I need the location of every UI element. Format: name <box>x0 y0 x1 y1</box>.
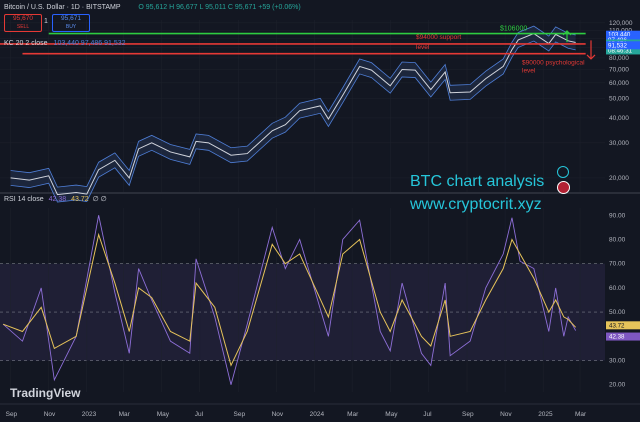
time-tick-label: 2023 <box>82 411 97 418</box>
time-tick-label: Nov <box>500 411 512 418</box>
rsi-ma-line <box>2 232 577 367</box>
rsi-tick-label: 50.00 <box>609 309 626 316</box>
rsi-tick-label: 30.00 <box>609 358 626 365</box>
rsi-tag-bg <box>606 332 640 341</box>
rsi-tick-label: 90.00 <box>609 212 626 219</box>
time-tick-label: Mar <box>575 411 587 418</box>
kc-legend[interactable]: KC 20 2 close 103,440 97,486 91,532 <box>4 40 126 47</box>
time-tick-label: May <box>385 411 398 418</box>
price-tick-label: 60,000 <box>609 80 629 87</box>
spread-value: 1 <box>44 18 48 25</box>
kc-label: KC 20 2 close <box>4 40 48 47</box>
price-tick-label: 70,000 <box>609 66 629 73</box>
price-tag-bg <box>606 46 640 55</box>
price-tick-label: 80,000 <box>609 55 629 62</box>
brand-name: TradingView <box>10 386 81 400</box>
replay-icon[interactable] <box>557 166 569 178</box>
price-tick-label: 50,000 <box>609 96 629 103</box>
ohlc-values: O 95,612 H 96,677 L 95,011 C 95,671 +59 … <box>138 4 301 11</box>
rsi-value: 42.38 <box>48 196 67 203</box>
keltner-fill <box>10 26 576 203</box>
rsi-tag: 42.38 <box>609 334 625 341</box>
sell-button[interactable]: 95,670 SELL <box>4 14 42 32</box>
time-tick-label: Sep <box>234 411 246 418</box>
price-tick-label: 120,000 <box>609 20 633 27</box>
rsi-extra: ∅ ∅ <box>92 196 107 203</box>
price-tag-bg <box>606 41 640 50</box>
rsi-ma-value: 43.72 <box>71 196 89 203</box>
symbol-title[interactable]: Bitcoin / U.S. Dollar · 1D · BITSTAMP O … <box>4 4 301 11</box>
level-label-94000: $94000 support <box>416 34 461 41</box>
sell-price: 95,670 <box>13 15 33 22</box>
rsi-label: RSI 14 close <box>4 196 44 203</box>
sell-label: SELL <box>16 24 30 30</box>
level-label-90000-cont: level <box>522 68 536 75</box>
price-tag-label: 08:46:31 <box>608 47 633 54</box>
time-tick-label: Nov <box>272 411 284 418</box>
rsi-tick-label: 70.00 <box>609 261 626 268</box>
kc-values: 103,440 97,486 91,532 <box>53 40 126 47</box>
price-tag-label: 91,532 <box>608 42 627 49</box>
buy-button[interactable]: 95,671 BUY <box>52 14 90 32</box>
down-arrow-head <box>586 54 596 60</box>
time-tick-label: 2025 <box>538 411 553 418</box>
time-tick-label: Sep <box>462 411 474 418</box>
keltner-upper-line <box>10 25 576 188</box>
price-tick-label: 20,000 <box>609 175 629 182</box>
level-label-90000: $90000 psychological <box>522 60 585 67</box>
price-tag-label: 103,440 <box>608 32 631 39</box>
rsi-ma-tag-bg <box>606 321 640 330</box>
rsi-tick-label: 80.00 <box>609 236 626 243</box>
rsi-legend[interactable]: RSI 14 close 42.38 43.72 ∅ ∅ <box>4 195 107 203</box>
flag-icon <box>557 181 570 194</box>
time-tick-label: Sep <box>6 411 18 418</box>
price-tick-label: 40,000 <box>609 115 629 122</box>
time-tick-label: Jul <box>423 411 432 418</box>
rsi-tick-label: 20.00 <box>609 382 626 389</box>
promo-url[interactable]: www.cryptocrit.xyz <box>410 196 542 213</box>
time-tick-label: Nov <box>44 411 56 418</box>
time-tick-label: May <box>157 411 170 418</box>
buy-price: 95,671 <box>61 15 81 22</box>
time-tick-label: 2024 <box>310 411 325 418</box>
buy-label: BUY <box>65 24 77 30</box>
price-tag-bg <box>606 30 640 39</box>
price-tick-label: 30,000 <box>609 140 629 147</box>
price-line <box>10 33 576 196</box>
tradingview-logo[interactable]: TradingView <box>10 386 80 400</box>
keltner-lower-line <box>10 40 576 203</box>
rsi-tick-label: 60.00 <box>609 285 626 292</box>
symbol-name: Bitcoin / U.S. Dollar · 1D · BITSTAMP <box>4 4 121 11</box>
time-tick-label: Mar <box>347 411 359 418</box>
promo-title: BTC chart analysis <box>410 173 545 190</box>
rsi-ma-tag: 43.72 <box>609 322 625 329</box>
level-label-94000-cont: level <box>416 44 430 51</box>
time-tick-label: Jul <box>195 411 204 418</box>
up-arrow-head <box>562 30 572 36</box>
time-tick-label: Mar <box>119 411 131 418</box>
level-label-106000: $106000 <box>500 26 527 33</box>
rsi-line <box>2 215 577 385</box>
